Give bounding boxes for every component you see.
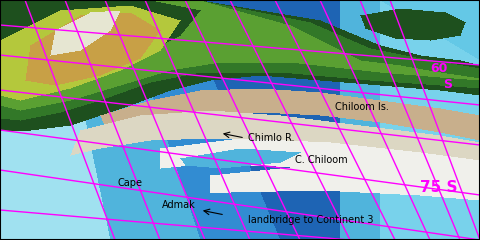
Text: 75 S: 75 S xyxy=(420,180,457,196)
Text: Chimlo R.: Chimlo R. xyxy=(248,133,295,143)
Text: Admak: Admak xyxy=(162,200,196,210)
Text: Cape: Cape xyxy=(118,178,143,188)
Text: 60: 60 xyxy=(430,61,447,74)
Text: landbridge to Continent 3: landbridge to Continent 3 xyxy=(248,215,373,225)
Text: Chiloom Is.: Chiloom Is. xyxy=(335,102,389,112)
Text: S: S xyxy=(443,78,452,90)
Text: C. Chiloom: C. Chiloom xyxy=(295,155,348,165)
